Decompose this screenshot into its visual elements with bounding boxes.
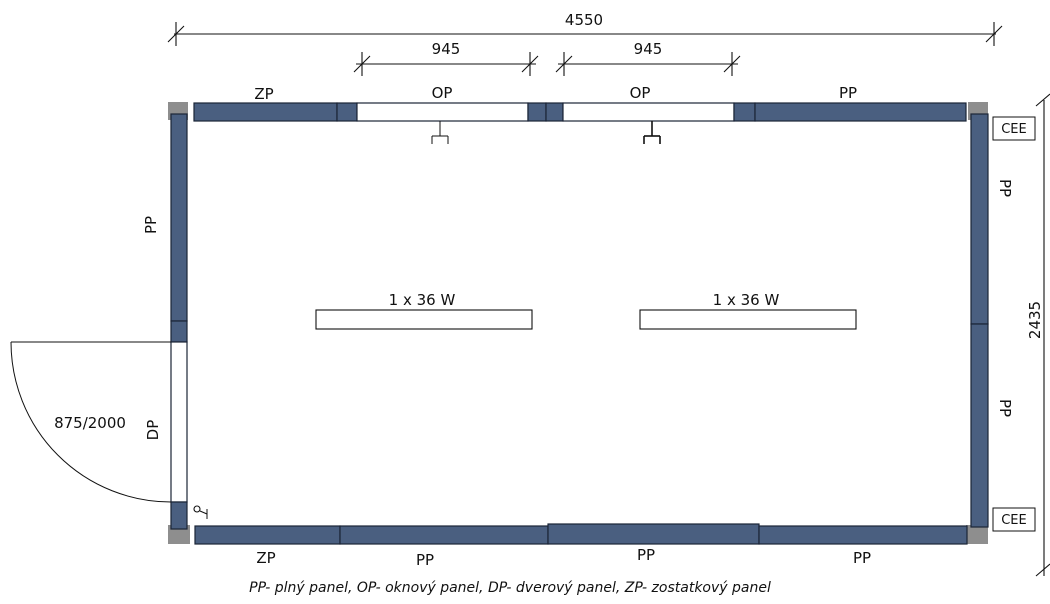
panel-top-pp [754, 102, 967, 122]
corner-bottom-right [966, 525, 988, 544]
window-handle-2 [643, 121, 661, 144]
label-bottom-pp-1: PP [416, 551, 434, 569]
label-top-pp: PP [839, 84, 857, 102]
dimension-window-2-label: 945 [634, 40, 663, 58]
cee-socket-bottom-label: CEE [1001, 513, 1027, 528]
cee-socket-top-label: CEE [1001, 122, 1027, 137]
dimension-total-width-label: 4550 [565, 11, 603, 29]
panel-top-filler-3 [545, 102, 564, 122]
panel-bottom-pp-2 [547, 523, 760, 545]
panel-bottom-zp [194, 525, 341, 545]
panel-left-filler [170, 320, 188, 343]
label-right-pp-1: PP [996, 179, 1014, 197]
light-switch-icon [193, 505, 208, 519]
bottom-wall [194, 523, 968, 545]
panel-top-zp [193, 102, 338, 122]
panel-right-pp-2 [970, 323, 989, 528]
left-wall [170, 113, 188, 530]
label-top-op-2: OP [630, 84, 651, 102]
door-size-label: 875/2000 [54, 414, 126, 432]
dimension-total-width: 4550 [167, 11, 1003, 46]
panel-top-filler-2 [527, 102, 547, 122]
panel-top-filler-4 [733, 102, 756, 122]
dimension-window-2: 945 [555, 40, 741, 76]
label-left-pp: PP [142, 216, 160, 234]
label-left-dp: DP [144, 420, 162, 441]
right-wall [970, 113, 989, 528]
label-bottom-pp-3: PP [853, 549, 871, 567]
panel-left-bottom [170, 501, 188, 530]
dimension-height-label: 2435 [1026, 301, 1044, 339]
panel-left-pp [170, 113, 188, 322]
light-fixture-2-label: 1 x 36 W [713, 291, 780, 309]
dimension-window-1-label: 945 [432, 40, 461, 58]
dimension-height: 2435 [1026, 93, 1050, 577]
label-top-zp: ZP [254, 85, 273, 103]
label-top-op-1: OP [432, 84, 453, 102]
window-panel-1 [356, 102, 529, 122]
light-fixture-2: 1 x 36 W [639, 291, 857, 330]
window-panel-2 [562, 102, 735, 122]
panel-right-pp-1 [970, 113, 989, 325]
window-handle-1 [431, 121, 449, 144]
cee-socket-bottom: CEE [992, 507, 1036, 532]
legend-text: PP- plný panel, OP- oknový panel, DP- dv… [249, 580, 771, 596]
corner-bottom-left [168, 525, 190, 544]
door-swing [10, 341, 172, 503]
label-bottom-pp-2: PP [637, 546, 655, 564]
light-fixture-1-label: 1 x 36 W [389, 291, 456, 309]
label-right-pp-2: PP [996, 399, 1014, 417]
panel-top-filler-1 [336, 102, 358, 122]
cee-socket-top: CEE [992, 116, 1036, 141]
light-fixture-1: 1 x 36 W [315, 291, 533, 330]
dimension-window-1: 945 [353, 40, 539, 76]
panel-bottom-pp-1 [339, 525, 549, 545]
door-panel [170, 341, 188, 503]
top-wall [193, 102, 967, 122]
label-bottom-zp: ZP [256, 549, 275, 567]
panel-bottom-pp-3 [758, 525, 968, 545]
